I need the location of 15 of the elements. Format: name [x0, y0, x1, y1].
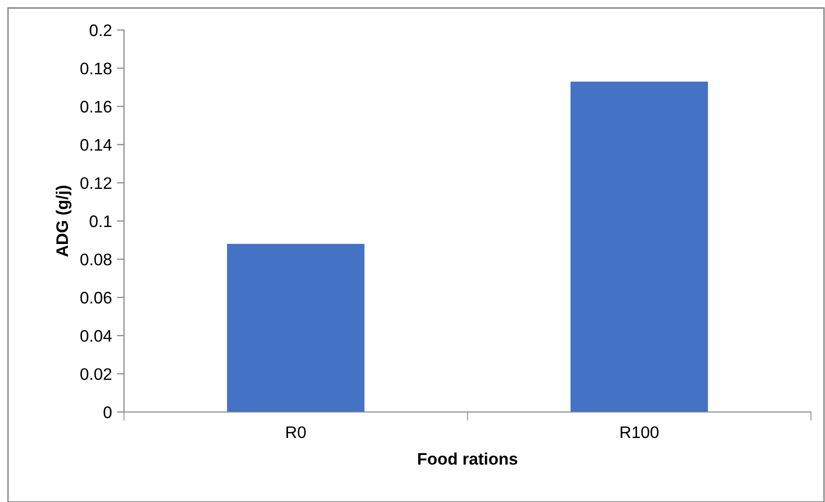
y-tick-label: 0.08	[80, 254, 112, 266]
x-tick-label: R100	[620, 426, 659, 438]
x-axis-title: Food rations	[418, 452, 518, 465]
y-tick-label: 0.12	[80, 177, 112, 190]
y-tick-label: 0.06	[80, 292, 112, 304]
y-tick-label: 0.1	[90, 215, 112, 228]
y-tick-label: 0.2	[90, 24, 112, 36]
y-tick-label: 0.04	[80, 330, 112, 342]
y-tick-label: 0.02	[80, 368, 112, 380]
y-axis-title: ADG (g/j)	[56, 186, 72, 257]
y-tick-label: 0	[104, 406, 112, 418]
x-tick-label: R0	[286, 426, 306, 438]
y-tick-label: 0.18	[80, 62, 112, 74]
y-tick-label: 0.14	[80, 139, 112, 151]
y-tick-label: 0.16	[80, 100, 112, 113]
